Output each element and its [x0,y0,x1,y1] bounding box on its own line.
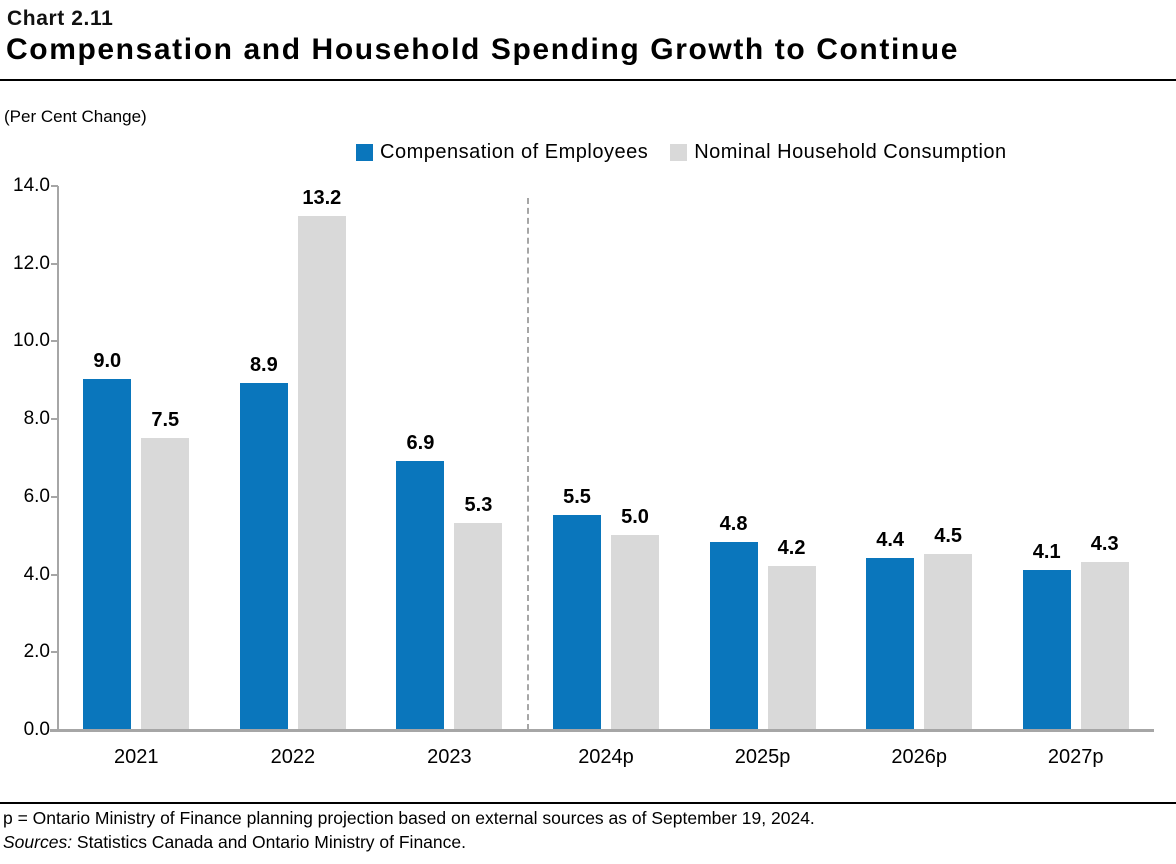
bar-value-label-nominal-household-consumption-2024p: 5.0 [621,506,649,528]
bar-value-label-compensation-of-employees-2025p: 4.8 [719,513,748,535]
bar-value-label-nominal-household-consumption-2025p: 4.2 [777,537,806,559]
bar-value-label-nominal-household-consumption-2027p: 4.3 [1090,533,1119,555]
bar-value-label-nominal-household-consumption-2023: 5.3 [464,494,493,516]
y-axis-label-4.0: 4.0 [23,563,50,585]
sources-label: Sources: [3,832,73,852]
y-axis-tick [51,573,58,576]
sources-text: Statistics Canada and Ontario Ministry o… [72,832,466,852]
y-axis-line [57,186,59,730]
legend-label-compensation: Compensation of Employees [380,141,649,163]
legend: Compensation of Employees Nominal Househ… [356,141,1007,164]
bar-nominal-household-consumption-2021 [141,438,190,729]
bar-compensation-of-employees-2023 [396,461,445,729]
y-axis-tick [51,651,58,654]
y-axis-label-6.0: 6.0 [23,485,50,507]
bar-value-label-nominal-household-consumption-2022: 13.2 [302,187,342,209]
units-label: (Per Cent Change) [4,107,147,126]
bar-value-label-nominal-household-consumption-2026p: 4.5 [934,525,963,547]
bar-compensation-of-employees-2025p [709,542,758,729]
y-axis-tick [51,185,58,187]
bar-value-label-compensation-of-employees-2022: 8.9 [249,354,278,376]
legend-item-compensation: Compensation of Employees [356,141,648,164]
bar-nominal-household-consumption-2022 [297,216,346,729]
footer-divider [0,802,1176,804]
bar-nominal-household-consumption-2024p [611,535,659,729]
chart-title: Compensation and Household Spending Grow… [6,33,960,66]
bar-value-label-nominal-household-consumption-2021: 7.5 [151,409,180,431]
bar-compensation-of-employees-2022 [239,383,288,729]
x-axis-label-2022: 2022 [270,746,316,768]
plot-area: 0.0 2.0 4.0 6.0 8.0 10.0 12.0 14.0 9.0 7.5 2021 8.9… [0,175,1176,768]
y-axis-label-2.0: 2.0 [23,641,50,663]
y-axis-tick [51,340,58,343]
bar-compensation-of-employees-2026p [866,558,915,729]
bar-compensation-of-employees-2027p [1022,570,1071,729]
x-axis-label-2025p: 2025p [734,746,791,768]
legend-label-consumption: Nominal Household Consumption [694,141,1007,163]
bar-value-label-compensation-of-employees-2023: 6.9 [406,432,435,454]
y-axis-label-12.0: 12.0 [13,252,50,274]
bar-compensation-of-employees-2021 [83,379,132,729]
y-axis-label-0.0: 0.0 [23,719,50,740]
bar-nominal-household-consumption-2025p [767,566,816,729]
x-axis-label-2021: 2021 [114,746,159,768]
bar-value-label-compensation-of-employees-2026p: 4.4 [876,529,905,551]
projection-divider-line [526,198,529,730]
y-axis-tick [51,262,58,265]
projection-footnote: p = Ontario Ministry of Finance planning… [3,808,815,828]
bar-value-label-compensation-of-employees-2021: 9.0 [93,350,122,372]
legend-item-consumption: Nominal Household Consumption [670,141,1006,164]
y-axis-tick [51,495,58,498]
bar-nominal-household-consumption-2026p [924,554,973,729]
y-axis-label-14.0: 14.0 [13,175,50,196]
x-axis-label-2027p: 2027p [1047,746,1104,768]
bar-compensation-of-employees-2024p [553,515,601,729]
sources-line: Sources: Statistics Canada and Ontario M… [3,832,466,853]
x-axis-label-2026p: 2026p [891,746,947,768]
y-axis-label-10.0: 10.0 [13,330,50,352]
legend-swatch-gray-icon [670,144,688,161]
bar-nominal-household-consumption-2027p [1080,562,1129,729]
chart-number: Chart 2.11 [7,7,114,30]
bar-value-label-compensation-of-employees-2027p: 4.1 [1032,541,1061,563]
x-axis-line [50,729,1154,732]
legend-swatch-blue-icon [356,144,373,161]
y-axis-label-8.0: 8.0 [23,408,50,430]
bar-nominal-household-consumption-2023 [454,523,503,729]
bar-value-label-compensation-of-employees-2024p: 5.5 [563,486,591,508]
x-axis-label-2024p: 2024p [578,746,634,768]
title-divider [0,79,1176,81]
y-axis-tick [51,418,58,421]
x-axis-label-2023: 2023 [427,746,472,768]
